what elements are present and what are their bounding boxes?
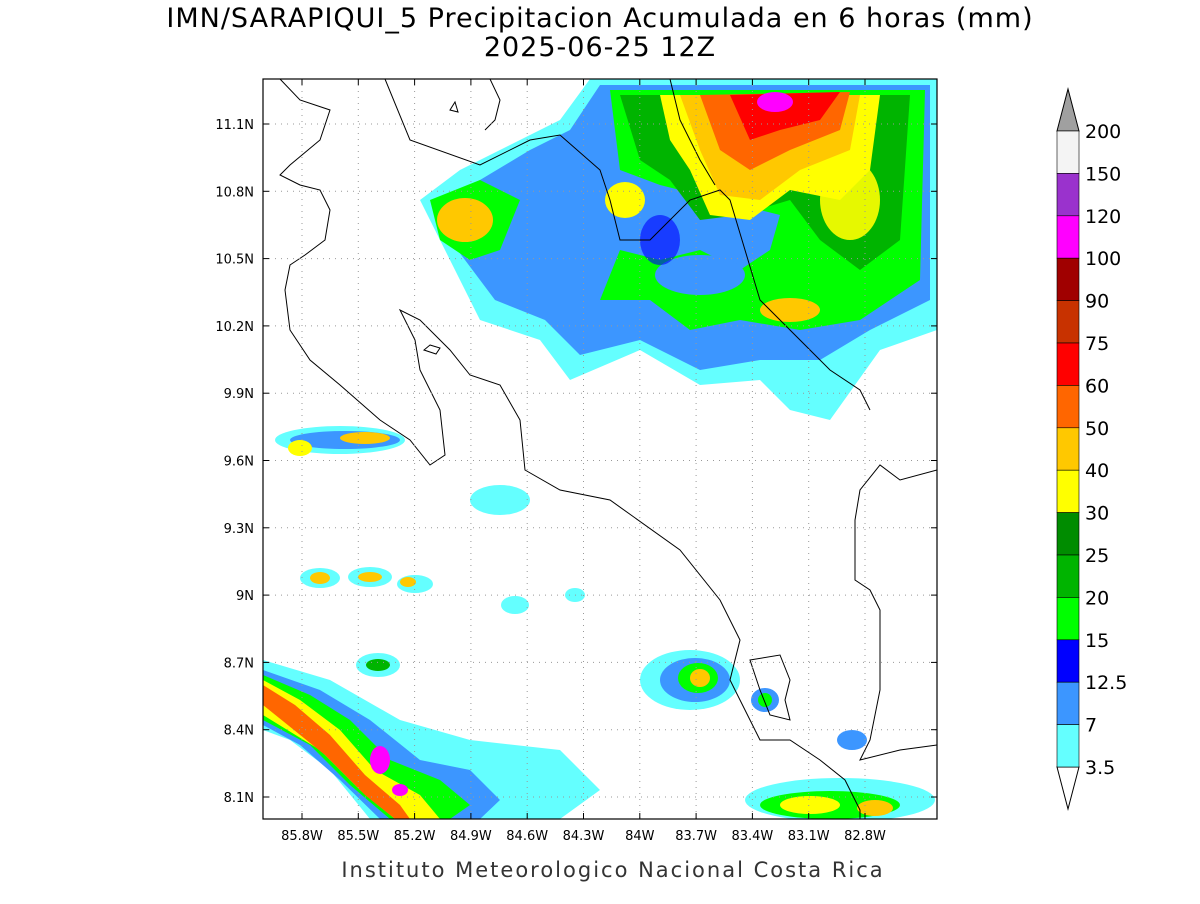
lon-tick-label: 84.3W	[563, 829, 605, 844]
lon-tick-label: 83.1W	[788, 829, 830, 844]
colorbar-box	[1056, 597, 1080, 641]
colorbar: 200 150 120 100 90 75 60 50 40 30 25 20 15 12.5 7 3.5	[1056, 87, 1127, 811]
lon-tick-label: 85.5W	[337, 829, 379, 844]
colorbar-label: 75	[1085, 333, 1109, 355]
ticks: 85.8W 85.5W 85.2W 84.9W 84.6W 84.3W 84W 83.7W 83…	[215, 79, 937, 844]
colorbar-label: 100	[1085, 248, 1121, 270]
colorbar-label: 50	[1085, 418, 1109, 440]
colorbar-label: 120	[1085, 206, 1121, 228]
lon-tick-label: 82.8W	[844, 829, 886, 844]
colorbar-box	[1056, 681, 1080, 725]
colorbar-label: 40	[1085, 460, 1109, 482]
colorbar-box	[1056, 724, 1080, 768]
footer: Instituto Meteorologico Nacional Costa R…	[341, 858, 884, 882]
colorbar-label: 7	[1085, 715, 1097, 737]
colorbar-label: 25	[1085, 545, 1109, 567]
lat-tick-label: 10.5N	[215, 253, 254, 268]
colorbar-label: 90	[1085, 291, 1109, 313]
colorbar-label: 200	[1085, 121, 1121, 143]
precip-field	[263, 79, 937, 819]
lon-tick-label: 84.6W	[506, 829, 548, 844]
colorbar-label: 3.5	[1085, 757, 1115, 779]
lon-tick-label: 85.2W	[394, 829, 436, 844]
lat-tick-label: 9.6N	[224, 455, 254, 470]
grid	[263, 79, 937, 819]
lon-tick-label: 84.9W	[450, 829, 492, 844]
lon-tick-label: 83.4W	[731, 829, 773, 844]
colorbar-box	[1056, 300, 1080, 344]
colorbar-box	[1056, 342, 1080, 386]
colorbar-box	[1056, 130, 1080, 174]
colorbar-box	[1056, 385, 1080, 429]
colorbar-box	[1056, 469, 1080, 513]
subtitle: 2025-06-25 12Z	[484, 32, 716, 63]
lat-tick-label: 8.7N	[224, 656, 254, 671]
colorbar-box	[1056, 427, 1080, 471]
lat-tick-label: 10.8N	[215, 185, 254, 200]
lon-tick-label: 84W	[625, 829, 655, 844]
lat-tick-label: 8.4N	[224, 724, 254, 739]
lat-tick-label: 10.2N	[215, 320, 254, 335]
colorbar-label: 20	[1085, 587, 1109, 609]
colorbar-label: 30	[1085, 503, 1109, 525]
lat-tick-label: 9.9N	[224, 387, 254, 402]
colorbar-label: 12.5	[1085, 672, 1127, 694]
colorbar-above	[1056, 87, 1080, 132]
lat-tick-label: 9N	[236, 589, 254, 604]
colorbar-box	[1056, 173, 1080, 217]
lat-tick-label: 9.3N	[224, 522, 254, 537]
colorbar-below	[1056, 766, 1080, 811]
colorbar-box	[1056, 512, 1080, 556]
colorbar-box	[1056, 639, 1080, 683]
colorbar-label: 60	[1085, 375, 1109, 397]
lat-tick-label: 8.1N	[224, 791, 254, 806]
colorbar-box	[1056, 215, 1080, 259]
colorbar-box	[1056, 554, 1080, 598]
map-frame	[262, 78, 938, 820]
colorbar-label: 15	[1085, 630, 1109, 652]
colorbar-box	[1056, 257, 1080, 301]
coastlines	[279, 79, 937, 819]
lat-tick-label: 11.1N	[215, 118, 254, 133]
colorbar-label: 150	[1085, 163, 1121, 185]
lon-tick-label: 85.8W	[281, 829, 323, 844]
title: IMN/SARAPIQUI_5 Precipitacion Acumulada …	[166, 3, 1033, 34]
lon-tick-label: 83.7W	[675, 829, 717, 844]
